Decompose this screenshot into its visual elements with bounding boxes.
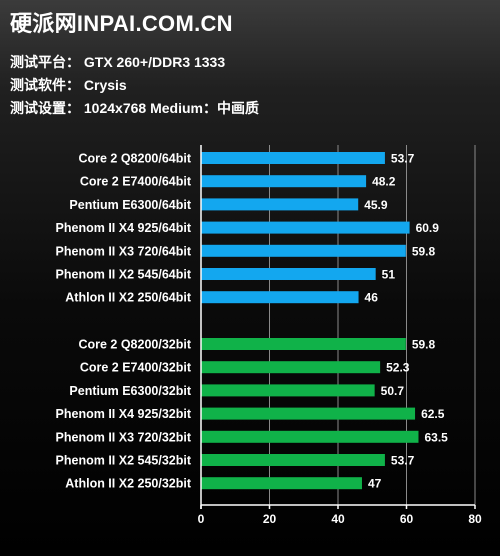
value-label: 62.5: [421, 407, 445, 421]
bar-1-2: [201, 384, 375, 397]
category-label: Pentium E6300/64bit: [69, 198, 191, 212]
category-label: Athlon II X2 250/32bit: [65, 477, 192, 491]
category-label: Core 2 E7400/32bit: [80, 361, 192, 375]
value-label: 53.7: [391, 454, 415, 468]
test-software-text: 测试软件： Crysis: [10, 77, 127, 93]
bar-1-4: [201, 430, 419, 443]
value-label: 60.9: [416, 221, 440, 235]
value-label: 53.7: [391, 152, 415, 166]
category-label: Phenom II X2 545/32bit: [56, 454, 192, 468]
value-label: 52.3: [386, 361, 410, 375]
category-label: Phenom II X3 720/32bit: [56, 430, 192, 444]
value-label: 45.9: [364, 198, 388, 212]
bar-1-1: [201, 361, 381, 374]
x-tick-label: 60: [400, 512, 414, 526]
bar-1-5: [201, 454, 385, 466]
category-label: Pentium E6300/32bit: [69, 384, 191, 398]
bar-0-2: [201, 198, 359, 211]
value-label: 59.8: [412, 244, 436, 258]
bar-1-3: [201, 407, 416, 420]
test-settings-text: 测试设置： 1024x768 Medium：中画质: [10, 100, 259, 116]
bar-1-0: [201, 338, 406, 350]
bar-1-6: [201, 477, 362, 490]
value-label: 59.8: [412, 338, 436, 352]
value-label: 47: [368, 477, 382, 491]
bar-0-5: [201, 268, 376, 280]
x-tick-label: 80: [468, 512, 482, 526]
x-tick-label: 40: [331, 512, 345, 526]
category-label: Phenom II X4 925/32bit: [56, 407, 192, 421]
bar-0-6: [201, 291, 359, 304]
value-label: 63.5: [424, 430, 448, 444]
category-label: Core 2 E7400/64bit: [80, 175, 192, 189]
category-label: Core 2 Q8200/32bit: [78, 338, 191, 352]
test-platform-text: 测试平台： GTX 260+/DDR3 1333: [10, 54, 226, 70]
value-label: 46: [365, 291, 379, 305]
value-label: 48.2: [372, 175, 396, 189]
category-label: Athlon II X2 250/64bit: [65, 291, 192, 305]
bar-0-4: [201, 244, 406, 257]
x-tick-label: 0: [198, 512, 205, 526]
bar-0-0: [201, 152, 385, 164]
x-tick-label: 20: [263, 512, 277, 526]
bar-0-1: [201, 175, 367, 188]
category-label: Phenom II X3 720/64bit: [56, 244, 192, 258]
category-label: Phenom II X2 545/64bit: [56, 268, 192, 282]
site-title: 硬派网INPAI.COM.CN: [10, 11, 233, 36]
bar-0-3: [201, 221, 410, 234]
category-label: Phenom II X4 925/64bit: [56, 221, 192, 235]
category-label: Core 2 Q8200/64bit: [78, 152, 191, 166]
value-label: 50.7: [381, 384, 405, 398]
value-label: 51: [382, 268, 396, 282]
